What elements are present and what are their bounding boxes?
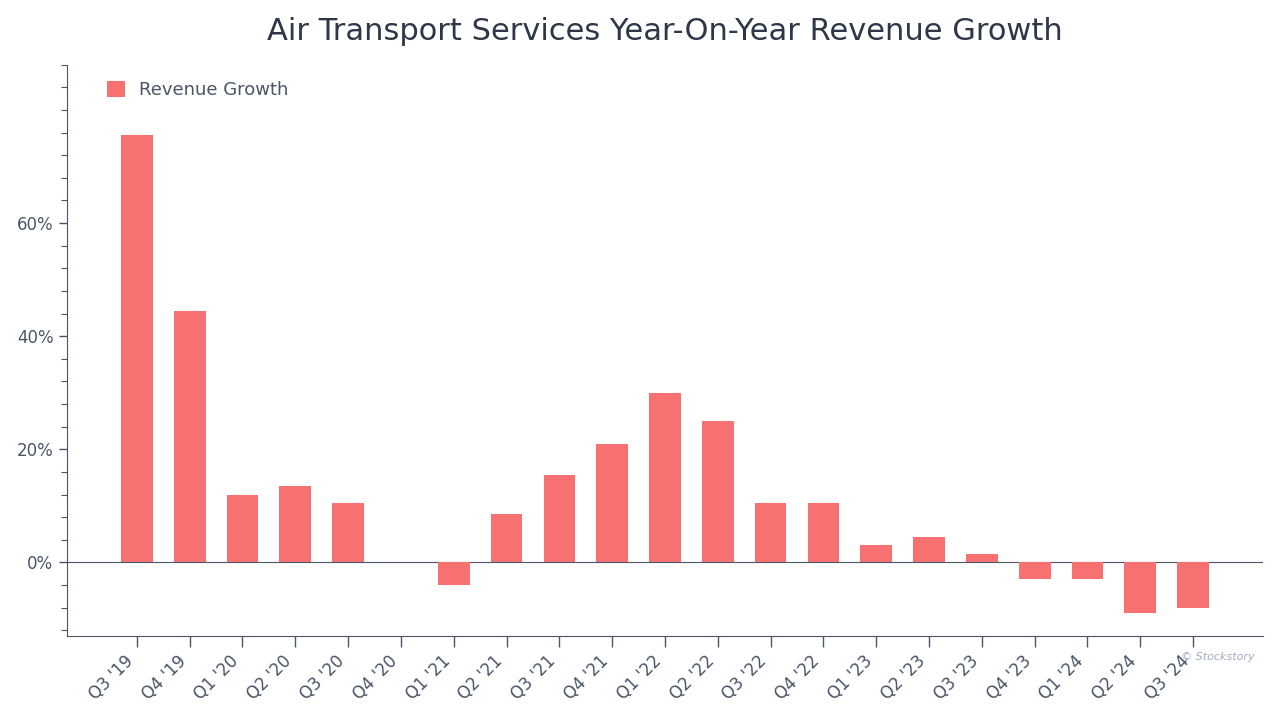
Bar <box>227 495 259 562</box>
Bar <box>1178 562 1208 608</box>
Legend: Revenue Growth: Revenue Growth <box>100 73 296 107</box>
Bar <box>174 311 206 562</box>
Bar <box>490 514 522 562</box>
Bar <box>122 135 152 562</box>
Bar <box>649 392 681 562</box>
Text: © Stockstory: © Stockstory <box>1180 652 1254 662</box>
Bar <box>333 503 364 562</box>
Bar <box>438 562 470 585</box>
Bar <box>1124 562 1156 613</box>
Bar <box>913 537 945 562</box>
Bar <box>1019 562 1051 580</box>
Bar <box>596 444 628 562</box>
Bar <box>544 474 575 562</box>
Bar <box>808 503 840 562</box>
Bar <box>701 421 733 562</box>
Bar <box>279 486 311 562</box>
Bar <box>1071 562 1103 580</box>
Bar <box>755 503 786 562</box>
Title: Air Transport Services Year-On-Year Revenue Growth: Air Transport Services Year-On-Year Reve… <box>268 17 1062 45</box>
Bar <box>966 554 997 562</box>
Bar <box>860 546 892 562</box>
